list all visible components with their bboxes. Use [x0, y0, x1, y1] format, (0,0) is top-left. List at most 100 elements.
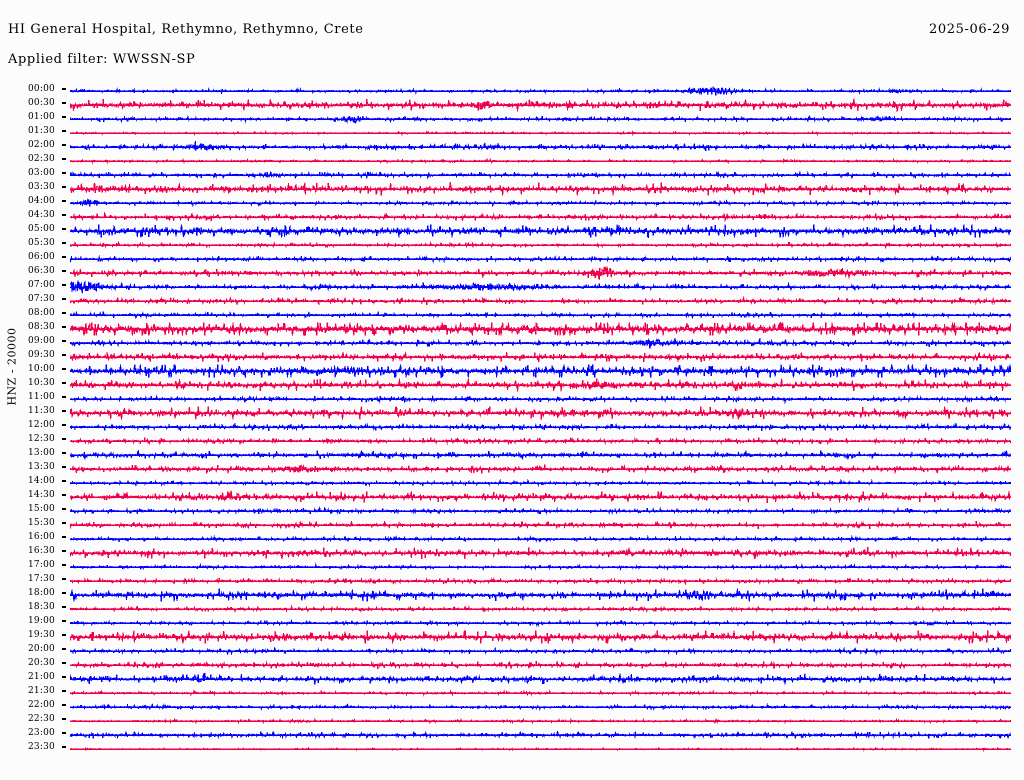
row-tick-mark [62, 396, 66, 398]
trace-row: 11:30 [0, 406, 1024, 420]
row-tick-mark [62, 200, 66, 202]
row-tick-mark [62, 564, 66, 566]
row-tick-mark [62, 550, 66, 552]
row-time-label: 03:00 [28, 168, 55, 178]
trace-row: 01:00 [0, 112, 1024, 126]
row-time-label: 04:00 [28, 196, 55, 206]
row-time-label: 00:00 [28, 84, 55, 94]
trace-row: 20:30 [0, 658, 1024, 672]
trace-row: 19:00 [0, 616, 1024, 630]
seismic-trace [70, 630, 1011, 644]
row-tick-mark [62, 284, 66, 286]
trace-row: 21:30 [0, 686, 1024, 700]
seismic-trace [70, 532, 1011, 546]
seismic-trace [70, 336, 1011, 350]
row-tick-mark [62, 634, 66, 636]
row-tick-mark [62, 354, 66, 356]
seismic-trace [70, 294, 1011, 308]
seismic-trace [70, 560, 1011, 574]
row-time-label: 05:30 [28, 238, 55, 248]
row-time-label: 18:30 [28, 602, 55, 612]
seismic-trace [70, 658, 1011, 672]
row-tick-mark [62, 718, 66, 720]
trace-row: 22:00 [0, 700, 1024, 714]
seismic-trace [70, 378, 1011, 392]
row-time-label: 18:00 [28, 588, 55, 598]
trace-row: 09:00 [0, 336, 1024, 350]
trace-row: 05:30 [0, 238, 1024, 252]
row-tick-mark [62, 746, 66, 748]
trace-row: 18:00 [0, 588, 1024, 602]
seismic-trace [70, 546, 1011, 560]
trace-row: 03:00 [0, 168, 1024, 182]
record-date: 2025-06-29 [929, 22, 1010, 37]
seismic-trace [70, 154, 1011, 168]
row-tick-mark [62, 690, 66, 692]
seismic-trace [70, 182, 1011, 196]
row-tick-mark [62, 368, 66, 370]
row-tick-mark [62, 452, 66, 454]
row-time-label: 02:30 [28, 154, 55, 164]
seismic-trace [70, 98, 1011, 112]
row-time-label: 13:30 [28, 462, 55, 472]
row-tick-mark [62, 298, 66, 300]
seismic-trace [70, 308, 1011, 322]
seismic-trace [70, 602, 1011, 616]
trace-row: 04:00 [0, 196, 1024, 210]
trace-row: 00:30 [0, 98, 1024, 112]
trace-row: 06:00 [0, 252, 1024, 266]
row-tick-mark [62, 144, 66, 146]
row-time-label: 13:00 [28, 448, 55, 458]
row-tick-mark [62, 578, 66, 580]
row-time-label: 14:30 [28, 490, 55, 500]
trace-row: 15:00 [0, 504, 1024, 518]
row-time-label: 12:00 [28, 420, 55, 430]
trace-row: 13:30 [0, 462, 1024, 476]
seismic-trace [70, 644, 1011, 658]
seismic-trace [70, 350, 1011, 364]
row-time-label: 17:00 [28, 560, 55, 570]
trace-row: 15:30 [0, 518, 1024, 532]
trace-row: 16:00 [0, 532, 1024, 546]
row-tick-mark [62, 340, 66, 342]
row-time-label: 11:00 [28, 392, 55, 402]
row-time-label: 22:00 [28, 700, 55, 710]
seismic-trace [70, 84, 1011, 98]
row-time-label: 16:00 [28, 532, 55, 542]
trace-row: 20:00 [0, 644, 1024, 658]
row-time-label: 21:00 [28, 672, 55, 682]
row-tick-mark [62, 508, 66, 510]
trace-row: 08:00 [0, 308, 1024, 322]
seismic-trace [70, 126, 1011, 140]
seismic-trace [70, 686, 1011, 700]
seismic-trace [70, 700, 1011, 714]
seismic-trace [70, 714, 1011, 728]
trace-row: 04:30 [0, 210, 1024, 224]
trace-row: 07:30 [0, 294, 1024, 308]
row-time-label: 19:00 [28, 616, 55, 626]
row-time-label: 00:30 [28, 98, 55, 108]
seismic-trace [70, 252, 1011, 266]
row-time-label: 15:30 [28, 518, 55, 528]
seismic-trace [70, 238, 1011, 252]
row-tick-mark [62, 88, 66, 90]
row-tick-mark [62, 704, 66, 706]
row-tick-mark [62, 480, 66, 482]
row-tick-mark [62, 536, 66, 538]
trace-row: 01:30 [0, 126, 1024, 140]
row-tick-mark [62, 424, 66, 426]
seismic-trace [70, 364, 1011, 378]
row-tick-mark [62, 256, 66, 258]
trace-row: 14:00 [0, 476, 1024, 490]
row-tick-mark [62, 494, 66, 496]
row-time-label: 23:00 [28, 728, 55, 738]
seismic-trace [70, 672, 1011, 686]
seismic-trace [70, 504, 1011, 518]
row-time-label: 10:30 [28, 378, 55, 388]
row-tick-mark [62, 438, 66, 440]
row-tick-mark [62, 662, 66, 664]
trace-row: 23:00 [0, 728, 1024, 742]
row-time-label: 14:00 [28, 476, 55, 486]
trace-row: 17:00 [0, 560, 1024, 574]
seismic-trace [70, 266, 1011, 280]
